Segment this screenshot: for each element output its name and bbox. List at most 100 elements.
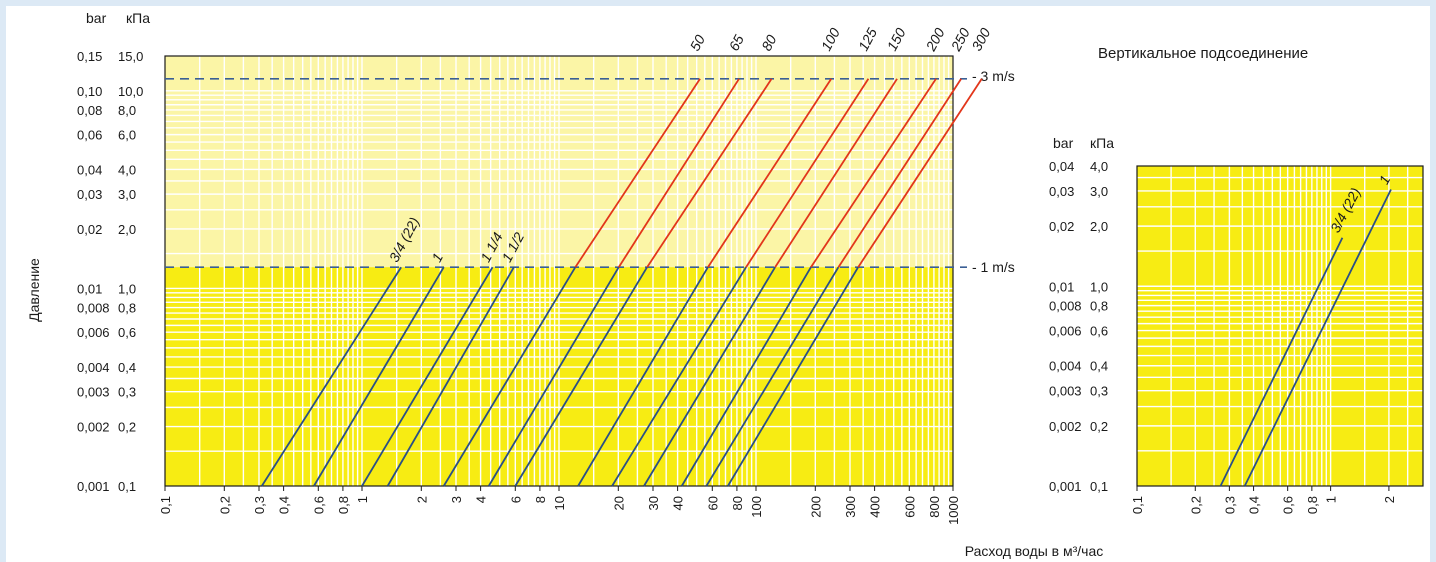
x-tick-label: 40 [671,496,686,510]
grid [1137,166,1423,486]
x-tick-label: 2 [1382,496,1397,503]
y-tick-bar: 0,006 [1049,324,1082,339]
x-tick-label: 80 [730,496,745,510]
y-tick-kpa: 2,0 [118,222,136,237]
velocity-high-label: - 3 m/s [972,68,1015,84]
series-50-low [442,266,577,487]
x-tick-label: 20 [611,496,626,510]
y-tick-kpa: 0,1 [1090,479,1108,494]
y-tick-kpa: 0,1 [118,479,136,494]
series-1-1-2 [386,266,515,487]
y-tick-bar: 0,08 [77,103,102,118]
y-tick-bar: 0,15 [77,49,102,64]
x-tick-label: 0,4 [277,496,292,514]
x-tick-label: 1 [1324,496,1339,503]
y-tick-kpa: 0,3 [118,385,136,400]
series-50-high [574,78,701,268]
series-200-label: 200 [922,25,948,54]
y-tick-kpa: 3,0 [118,187,136,202]
y-tick-bar: 0,02 [1049,219,1074,234]
series-80-high [646,78,773,268]
x-tick-label: 10 [552,496,567,510]
series-125-high [745,78,870,268]
series-100-low [577,266,709,487]
x-tick-label: 0,2 [217,496,232,514]
series-250-label: 250 [947,25,973,54]
x-tick-label: 0,2 [1188,496,1203,514]
series-65-high [617,78,740,268]
x-tick-label: 2 [414,496,429,503]
grid [165,56,953,486]
y-tick-kpa: 0,8 [1090,299,1108,314]
unit-kpa-label-2: кПа [1090,135,1114,151]
series-150-low [643,266,776,487]
unit-bar-label-2: bar [1053,135,1074,151]
plot-frame [1136,165,1424,487]
x-tick-label: 6 [508,496,523,503]
x-tick-label: 0,3 [1222,496,1237,514]
x-tick-label: 0,8 [1305,496,1320,514]
series-100-label: 100 [818,25,843,53]
series-1 [1243,189,1392,487]
x-tick-label: 60 [705,496,720,510]
y-tick-bar: 0,008 [77,301,110,316]
y-tick-kpa: 10,0 [118,84,143,99]
y-tick-kpa: 4,0 [1090,159,1108,174]
y-tick-bar: 0,002 [1049,419,1082,434]
x-tick-label: 0,6 [311,496,326,514]
y-tick-kpa: 0,3 [1090,384,1108,399]
velocity-low-label: - 1 m/s [972,259,1015,275]
main-chart: 0,15 15,0 0,10 10,0 0,08 8,0 0,06 6,0 0,04 4,0 0,0… [77,25,994,525]
y-tick-bar: 0,006 [77,325,110,340]
y-tick-bar: 0,01 [77,281,102,296]
series-150-high [774,78,898,268]
y-tick-bar: 0,10 [77,84,102,99]
y-tick-bar: 0,04 [1049,159,1074,174]
y-tick-kpa: 0,4 [118,360,136,375]
unit-bar-label: bar [86,10,107,26]
series-125-low [611,266,747,487]
series-150-label: 150 [884,25,909,53]
series-200-high [810,78,937,268]
y-tick-kpa: 8,0 [118,103,136,118]
y-tick-bar: 0,001 [77,479,110,494]
y-tick-bar: 0,03 [1049,184,1074,199]
vertical-connection-chart: 0,04 4,0 0,03 3,0 0,02 2,0 0,01 1,0 0,008 0,8 0,00… [1049,159,1424,514]
series-80-label: 80 [758,32,780,53]
y-tick-kpa: 0,6 [118,325,136,340]
y-tick-bar: 0,004 [77,360,110,375]
x-tick-label: 0,6 [1281,496,1296,514]
y-tick-kpa: 0,6 [1090,324,1108,339]
x-tick-label: 600 [902,496,917,518]
y-tick-kpa: 0,4 [1090,359,1108,374]
x-tick-label: 0,1 [158,496,173,514]
series-100-high [707,78,833,268]
right-chart-title: Вертикальное подсоединение [1098,45,1308,62]
series-50-label: 50 [687,32,709,53]
y-tick-bar: 0,02 [77,222,102,237]
y-tick-kpa: 1,0 [1090,279,1108,294]
x-tick-label: 200 [808,496,823,518]
y-tick-kpa: 3,0 [1090,184,1108,199]
series-3-4-22- [261,266,402,487]
y-tick-bar: 0,001 [1049,479,1082,494]
series-250-high [837,78,962,268]
series-1-1-4 [361,266,494,487]
y-tick-kpa: 0,2 [118,420,136,435]
y-tick-bar: 0,04 [77,162,102,177]
series-65-low [487,266,620,487]
x-tick-label: 0,3 [252,496,267,514]
series-200-low [681,266,812,487]
y-tick-bar: 0,01 [1049,279,1074,294]
series-125-label: 125 [855,25,880,53]
x-tick-label: 8 [533,496,548,503]
x-tick-label: 400 [868,496,883,518]
x-tick-label: 800 [927,496,942,518]
series-1 [313,266,445,487]
x-tick-label: 1000 [946,496,961,525]
y-axis-title: Давление [26,258,42,322]
series-3-4-22- [1219,237,1344,487]
x-axis-title: Расход воды в м³/час [965,543,1104,559]
